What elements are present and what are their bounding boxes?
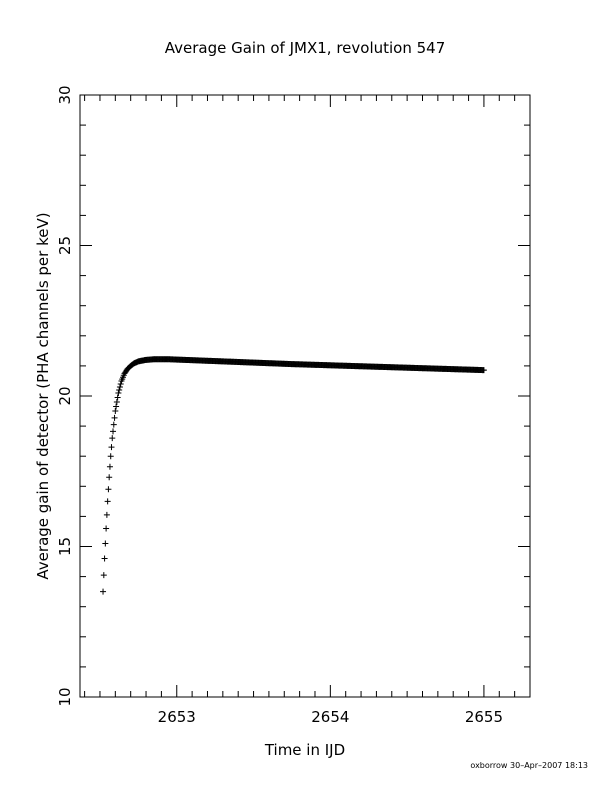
data-point — [107, 453, 114, 460]
data-point — [108, 444, 115, 451]
data-point — [111, 414, 118, 421]
data-point — [104, 498, 111, 505]
data-point — [106, 463, 113, 470]
y-tick-label: 20 — [56, 386, 74, 405]
data-point — [106, 474, 113, 481]
x-tick-label: 2654 — [311, 708, 349, 726]
y-tick-label: 30 — [56, 85, 74, 104]
y-tick-label: 15 — [56, 537, 74, 556]
data-point — [110, 428, 117, 435]
data-point — [480, 367, 487, 374]
data-point — [114, 394, 121, 401]
x-axis-label: Time in IJD — [264, 741, 345, 759]
y-tick-label: 10 — [56, 687, 74, 706]
chart-title: Average Gain of JMX1, revolution 547 — [165, 39, 446, 57]
data-point — [102, 540, 109, 547]
data-point — [113, 403, 120, 410]
data-point — [116, 386, 123, 393]
data-point — [103, 525, 110, 532]
data-point — [103, 511, 110, 518]
data-point — [112, 408, 119, 415]
data-point — [116, 383, 123, 390]
data-points — [100, 356, 487, 595]
plot-frame — [79, 94, 531, 698]
axis-tick-labels: 2653 2654 2655 10 15 20 25 30 — [56, 85, 503, 726]
data-point — [100, 572, 107, 579]
y-tick-label: 25 — [56, 236, 74, 255]
x-tick-label: 2653 — [158, 708, 196, 726]
y-axis-label: Average gain of detector (PHA channels p… — [34, 212, 52, 579]
data-point — [113, 399, 120, 406]
data-point — [115, 389, 122, 396]
data-point — [105, 486, 112, 493]
data-point — [101, 555, 108, 562]
data-point — [100, 588, 107, 595]
data-point — [117, 380, 124, 387]
axis-ticks — [80, 94, 531, 698]
footer-stamp: oxborrow 30–Apr–2007 18:13 — [470, 761, 588, 770]
data-point — [110, 421, 117, 428]
data-point — [109, 435, 116, 442]
x-tick-label: 2655 — [465, 708, 503, 726]
